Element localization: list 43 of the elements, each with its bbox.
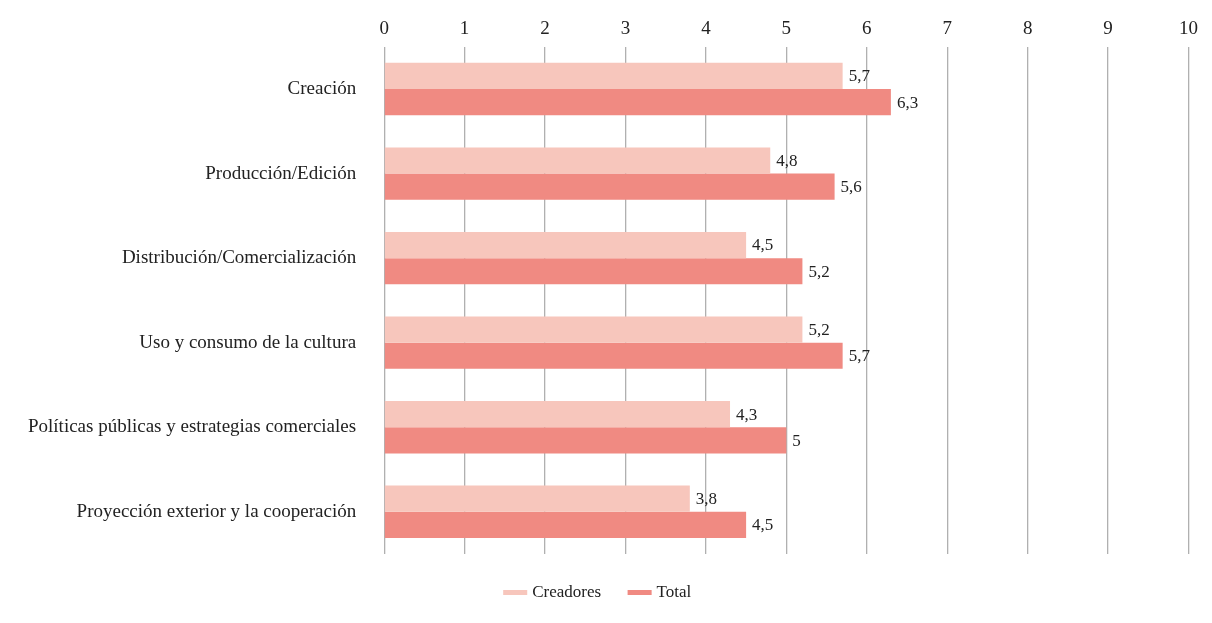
bar xyxy=(384,231,747,259)
bar xyxy=(384,62,843,90)
legend-label: Creadores xyxy=(532,581,602,601)
y-tick-label: Proyección exterior y la cooperación xyxy=(76,499,357,521)
data-label: 6,3 xyxy=(896,92,919,112)
data-label: 5,2 xyxy=(808,320,830,340)
x-tick-label: 7 xyxy=(942,17,952,39)
x-tick-label: 6 xyxy=(862,17,872,39)
data-label: 5,7 xyxy=(848,66,871,86)
legend-label: Total xyxy=(656,581,692,601)
bar xyxy=(384,401,731,428)
bar xyxy=(384,89,891,116)
y-tick-label: Distribución/Comercialización xyxy=(121,246,357,268)
x-tick-label: 9 xyxy=(1103,17,1113,39)
data-label: 4,5 xyxy=(752,515,774,535)
bar xyxy=(384,173,835,200)
x-tick-label: 5 xyxy=(781,17,792,39)
bar xyxy=(384,511,747,538)
data-label: 5 xyxy=(792,430,801,450)
x-tick-label: 4 xyxy=(701,17,712,39)
bar xyxy=(384,258,803,285)
data-label: 5,2 xyxy=(808,261,830,281)
bar xyxy=(384,485,690,512)
bar xyxy=(384,427,787,454)
data-label: 4,8 xyxy=(776,150,798,170)
y-tick-label: Uso y consumo de la cultura xyxy=(139,330,357,352)
x-tick-label: 3 xyxy=(620,17,631,39)
y-tick-label: Políticas públicas y estrategias comerciales xyxy=(28,415,357,437)
x-tick-label: 1 xyxy=(459,17,470,39)
x-tick-label: 10 xyxy=(1179,17,1198,39)
y-tick-label: Producción/Edición xyxy=(205,161,357,183)
data-label: 4,3 xyxy=(736,404,758,424)
data-label: 5,7 xyxy=(848,346,871,366)
bar xyxy=(384,342,843,369)
y-tick-label: Creación xyxy=(287,77,357,99)
data-label: 3,8 xyxy=(695,489,718,509)
data-label: 4,5 xyxy=(752,235,774,255)
x-tick-label: 8 xyxy=(1022,17,1033,39)
bar xyxy=(384,147,771,174)
bar xyxy=(384,316,803,343)
x-tick-label: 2 xyxy=(540,17,550,39)
data-label: 5,6 xyxy=(840,177,862,197)
x-tick-label: 0 xyxy=(379,17,389,39)
